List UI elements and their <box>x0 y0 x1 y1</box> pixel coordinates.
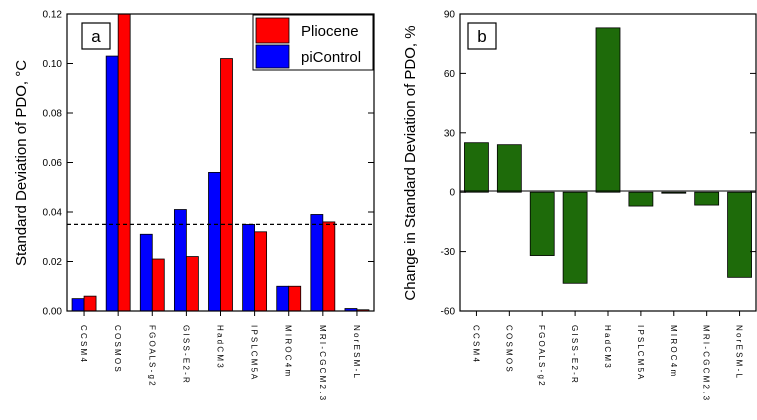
panel-b-category-label: M I R O C 4 m <box>669 325 678 376</box>
panel-b-category-label: N o r E S M - L <box>735 325 744 378</box>
panel-a-category-label: C O S M O S <box>113 325 122 372</box>
panel-a-category-label: M R I - C G C M 2 . 3 <box>318 325 327 401</box>
panel-a-category-label: G I S S - E 2 - R <box>181 325 190 383</box>
panel-b-plot-frame <box>459 13 757 312</box>
panel-b-category-label: M R I - C G C M 2 . 3 <box>702 325 711 401</box>
bar-a-pliocene-fgoals-g2 <box>151 258 165 312</box>
bar-b-hadcm3 <box>595 27 621 193</box>
panel-b-y-tick-label: -30 <box>441 247 456 258</box>
panel-b-category-label: H a d C M 3 <box>603 325 612 368</box>
bar-a-pliocene-giss-e2-r <box>185 256 199 312</box>
panel-b-y-tick-label: 60 <box>444 69 456 80</box>
panel-b-category-label: C C S M 4 <box>471 325 480 362</box>
panel-a-plot-frame <box>66 13 375 312</box>
bar-b-mri-cgcm2-3 <box>694 191 720 206</box>
panel-b-category-label: C O S M O S <box>504 325 513 372</box>
panel-a-x-ticks <box>83 311 358 316</box>
bar-a-picontrol-ipslcm5a <box>242 223 256 312</box>
panel-b-category-labels: C C S M 4 C O S M O S F G O A L S - g 2 G I… <box>471 325 743 401</box>
bar-a-picontrol-ccsm4 <box>71 298 85 312</box>
panel-b-y-tick-label: -60 <box>441 307 456 318</box>
panel-a-y-tick-label: 0.00 <box>43 307 63 318</box>
bar-b-ccsm4 <box>464 142 489 193</box>
legend-label-pliocene: Pliocene <box>301 23 359 40</box>
panel-a-bars <box>71 13 370 312</box>
panel-a-category-label: I P S L C M 5 A <box>250 325 259 380</box>
bar-b-noresm-l <box>727 191 752 278</box>
panel-a-y-tick-label: 0.06 <box>43 158 63 169</box>
legend-label-picontrol: piControl <box>301 49 361 66</box>
panel-a-letter: a <box>91 27 101 46</box>
bar-a-pliocene-mri-cgcm2-3 <box>322 221 336 312</box>
panel-b-y-tick-label: 30 <box>444 128 456 139</box>
panel-a-legend: Pliocene piControl <box>252 14 374 71</box>
bar-a-picontrol-mri-cgcm2-3 <box>310 214 324 312</box>
panel-a-y-ticks: 0.00 0.02 0.04 0.06 0.08 0.10 0.12 <box>43 10 374 318</box>
bar-b-miroc4m <box>661 191 687 194</box>
panel-b-category-label: F G O A L S - g 2 <box>537 325 546 386</box>
bar-a-pliocene-cosmos <box>117 13 131 312</box>
panel-a-y-tick-label: 0.02 <box>43 257 63 268</box>
panel-a-category-label: H a d C M 3 <box>216 325 225 368</box>
bar-a-pliocene-ccsm4 <box>83 295 97 312</box>
bar-a-pliocene-hadcm3 <box>220 58 233 312</box>
panel-b-category-label: G I S S - E 2 - R <box>570 325 579 383</box>
bar-a-picontrol-hadcm3 <box>208 171 221 312</box>
panel-b-y-tick-label: 90 <box>444 10 456 21</box>
panel-b-y-tick-label: 0 <box>449 188 455 199</box>
panel-a-letter-box <box>81 22 111 50</box>
panel-b-x-ticks <box>475 311 741 316</box>
panel-b-category-label: I P S L C M 5 A <box>636 325 645 380</box>
panel-a-y-tick-label: 0.10 <box>43 59 63 70</box>
panel-b-letter-box <box>467 22 497 50</box>
panel-b-chart: -60 -30 0 30 60 90 C C S M 4 C O S M O S F G O … <box>402 10 757 401</box>
bar-a-picontrol-fgoals-g2 <box>139 233 153 312</box>
panel-a-category-label: N o r E S M - L <box>352 325 361 378</box>
bar-b-fgoals-g2 <box>529 191 555 256</box>
panel-a-y-axis-label: Standard Deviation of PDO, °C <box>13 60 30 266</box>
bar-a-picontrol-miroc4m <box>276 285 290 312</box>
panel-a-category-labels: C C S M 4 C O S M O S F G O A L S - g 2 G I… <box>79 325 361 401</box>
bar-b-ipslcm5a <box>628 191 654 207</box>
panel-a-category-label: C C S M 4 <box>79 325 88 362</box>
panel-b-bars <box>464 27 752 284</box>
panel-b-y-axis-label: Change in Standard Deviation of PDO, % <box>402 25 419 300</box>
panel-a-category-label: F G O A L S - g 2 <box>147 325 156 386</box>
panel-a-y-tick-label: 0.08 <box>43 109 63 120</box>
bar-a-pliocene-ipslcm5a <box>254 231 268 312</box>
bar-b-cosmos <box>496 144 522 193</box>
panel-b-letter: b <box>477 27 486 46</box>
bar-b-giss-e2-r <box>562 191 588 284</box>
legend-swatch-picontrol <box>255 44 290 69</box>
legend-swatch-pliocene <box>255 17 290 44</box>
panel-a-y-tick-label: 0.12 <box>43 10 63 21</box>
panel-a-category-label: M I R O C 4 m <box>284 325 293 376</box>
bar-a-pliocene-miroc4m <box>288 285 302 312</box>
bar-a-picontrol-cosmos <box>105 55 119 312</box>
panel-a-y-tick-label: 0.04 <box>43 208 63 219</box>
